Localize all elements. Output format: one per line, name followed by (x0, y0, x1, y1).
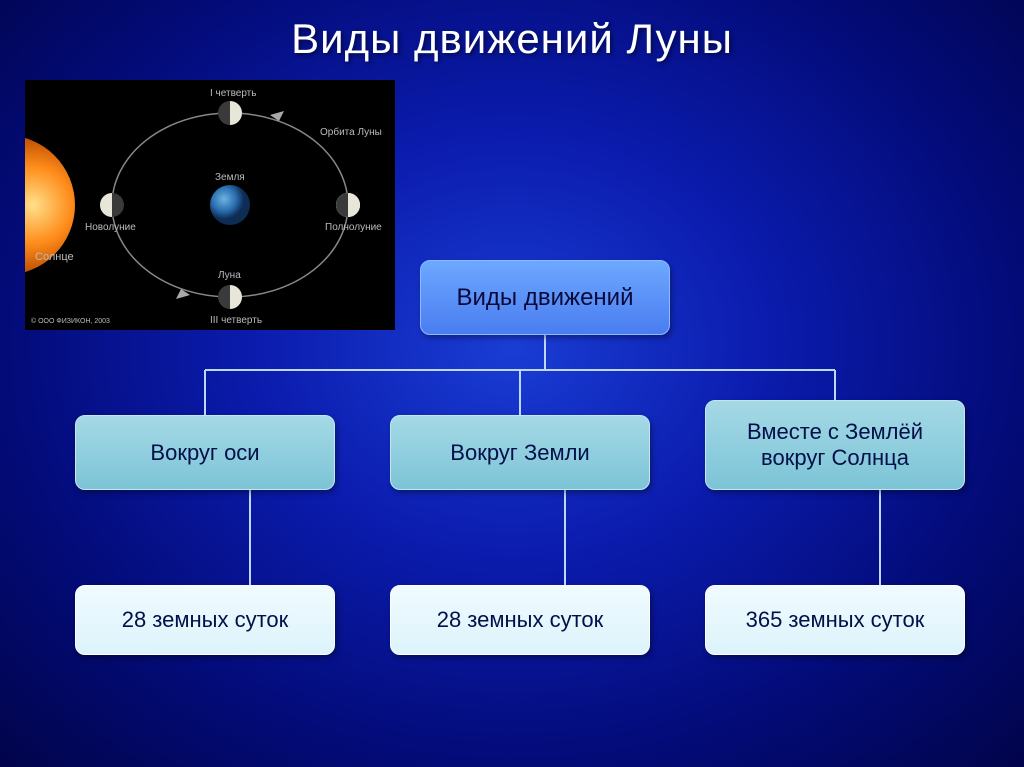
leaf-label: 28 земных суток (437, 607, 604, 633)
leaf-node-28a: 28 земных суток (75, 585, 335, 655)
mid-label: Вокруг оси (150, 440, 259, 466)
hierarchy-chart: Виды движений Вокруг оси Вокруг Земли Вм… (50, 260, 990, 740)
leaf-label: 365 земных суток (746, 607, 925, 633)
mid-node-earth: Вокруг Земли (390, 415, 650, 490)
leaf-node-365: 365 земных суток (705, 585, 965, 655)
slide-title: Виды движений Луны (0, 0, 1024, 63)
new-moon-label: Новолуние (85, 222, 136, 233)
mid-label: Вместе с Землёй вокруг Солнца (716, 419, 954, 471)
mid-node-axis: Вокруг оси (75, 415, 335, 490)
root-label: Виды движений (457, 284, 634, 312)
first-quarter-label: I четверть (210, 88, 256, 99)
leaf-node-28b: 28 земных суток (390, 585, 650, 655)
mid-label: Вокруг Земли (450, 440, 589, 466)
slide: Виды движений Луны Солнце (0, 0, 1024, 767)
orbit-label: Орбита Луны (320, 126, 382, 138)
full-moon-label: Полнолуние (325, 222, 382, 233)
leaf-label: 28 земных суток (122, 607, 289, 633)
root-node: Виды движений (420, 260, 670, 335)
earth-label: Земля (215, 172, 245, 183)
mid-node-sun: Вместе с Землёй вокруг Солнца (705, 400, 965, 490)
